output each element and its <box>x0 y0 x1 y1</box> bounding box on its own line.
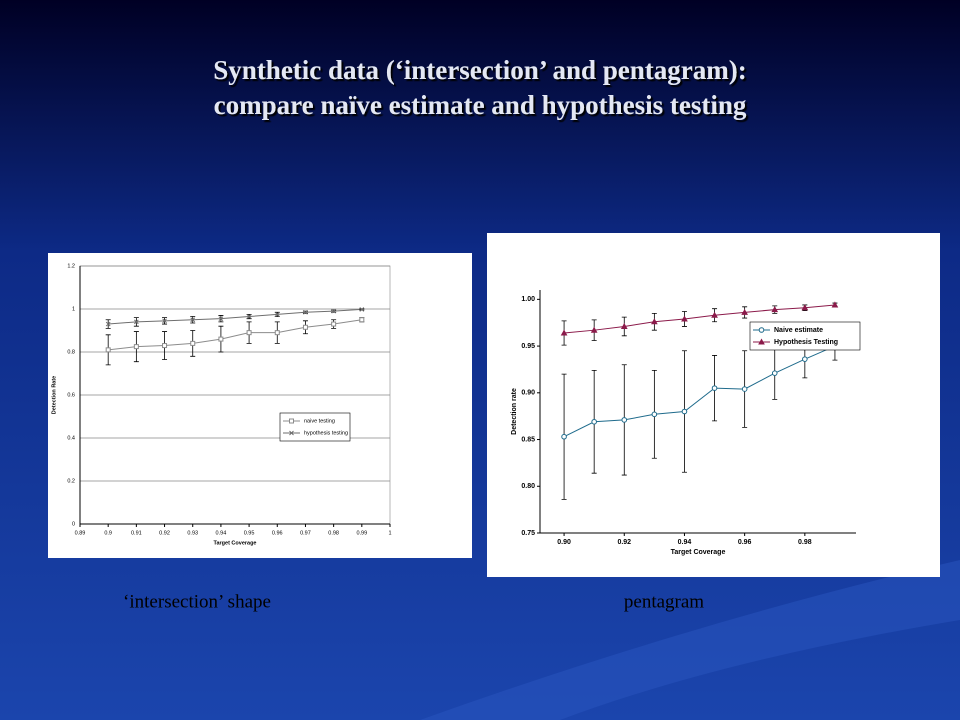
legend-box <box>279 412 351 442</box>
x-tick-label: 0.92 <box>617 539 631 546</box>
marker <box>651 318 658 325</box>
x-tick-label: 0.92 <box>159 530 170 536</box>
x-tick-label: 1 <box>388 530 391 536</box>
x-tick-label: 0.94 <box>216 530 227 536</box>
marker <box>190 317 196 323</box>
x-tick-label: 0.95 <box>244 530 255 536</box>
caption: ‘intersection’ shape <box>123 591 271 612</box>
x-tick-label: 0.93 <box>187 530 198 536</box>
marker <box>771 370 778 376</box>
marker <box>681 408 688 415</box>
x-tick-label: 0.98 <box>328 530 339 536</box>
legend-box <box>749 321 861 351</box>
marker <box>591 418 597 425</box>
x-tick-label: 0.99 <box>356 530 367 536</box>
y-tick-label: 0.6 <box>67 392 75 398</box>
y-tick-label: 1.2 <box>67 263 75 269</box>
marker <box>162 318 167 324</box>
marker <box>741 308 748 315</box>
y-axis-label: Detection Rate <box>51 376 57 415</box>
slide-title: Synthetic data (‘intersection’ and penta… <box>213 55 746 85</box>
chart-panel <box>487 233 940 577</box>
slide-title: compare naïve estimate and hypothesis te… <box>214 90 747 120</box>
x-axis-label: Target Coverage <box>214 540 257 546</box>
x-tick-label: 0.96 <box>738 539 752 546</box>
swoosh <box>420 560 960 720</box>
marker <box>359 307 365 312</box>
x-tick-label: 0.9 <box>104 530 112 536</box>
marker <box>831 301 839 308</box>
marker <box>218 336 224 342</box>
y-tick-label: 0.2 <box>67 478 75 484</box>
y-tick-label: 0.85 <box>521 436 535 443</box>
marker <box>274 312 280 317</box>
marker <box>711 311 718 318</box>
legend-label: Naive estimate <box>774 327 823 334</box>
x-tick-label: 0.96 <box>272 530 283 536</box>
series-line <box>108 308 362 325</box>
chart-panel <box>48 253 472 558</box>
marker <box>711 385 718 391</box>
caption: pentagram <box>624 591 704 612</box>
marker <box>758 327 765 333</box>
marker <box>331 321 337 327</box>
legend-label: Hypothesis Testing <box>774 339 838 346</box>
marker <box>359 317 365 323</box>
series-line <box>563 345 836 438</box>
y-tick-label: 0.95 <box>521 343 535 350</box>
y-tick-label: 0.4 <box>67 435 75 441</box>
marker <box>246 314 252 319</box>
marker <box>771 306 779 313</box>
x-tick-label: 0.98 <box>798 539 812 546</box>
y-tick-label: 1 <box>72 306 75 312</box>
marker <box>133 344 139 350</box>
y-tick-label: 1.00 <box>521 296 535 303</box>
marker <box>303 309 308 315</box>
marker <box>651 411 658 418</box>
marker <box>561 433 567 440</box>
x-tick-label: 0.94 <box>678 539 692 546</box>
marker <box>590 326 598 333</box>
marker <box>289 430 294 436</box>
y-tick-label: 0 <box>72 521 75 527</box>
x-tick-label: 0.90 <box>557 539 571 546</box>
marker <box>105 321 111 327</box>
marker <box>758 338 765 345</box>
marker <box>302 324 308 330</box>
marker <box>246 330 252 336</box>
marker <box>274 330 280 336</box>
y-tick-label: 0.80 <box>521 483 535 490</box>
x-axis-label: Target Coverage <box>671 549 726 556</box>
marker <box>331 308 336 314</box>
marker <box>741 386 748 392</box>
marker <box>190 340 196 346</box>
y-tick-label: 0.8 <box>67 349 75 355</box>
series-line <box>108 319 362 351</box>
y-tick-label: 0.90 <box>521 390 535 397</box>
x-tick-label: 0.89 <box>75 530 86 536</box>
y-axis-label: Detection rate <box>511 388 518 435</box>
y-tick-label: 0.75 <box>521 530 535 537</box>
marker <box>560 329 568 336</box>
legend-label: naive testing <box>304 418 335 424</box>
marker <box>162 343 168 349</box>
marker <box>681 315 688 322</box>
legend-label: hypothesis testing <box>304 430 348 436</box>
marker <box>134 319 139 325</box>
marker <box>620 322 628 329</box>
series-line <box>564 304 835 334</box>
marker <box>802 356 808 362</box>
marker <box>105 347 111 353</box>
marker <box>218 316 224 322</box>
marker <box>801 304 809 311</box>
marker <box>621 417 628 423</box>
x-tick-label: 0.91 <box>131 530 142 536</box>
marker <box>289 418 294 424</box>
x-tick-label: 0.97 <box>300 530 311 536</box>
